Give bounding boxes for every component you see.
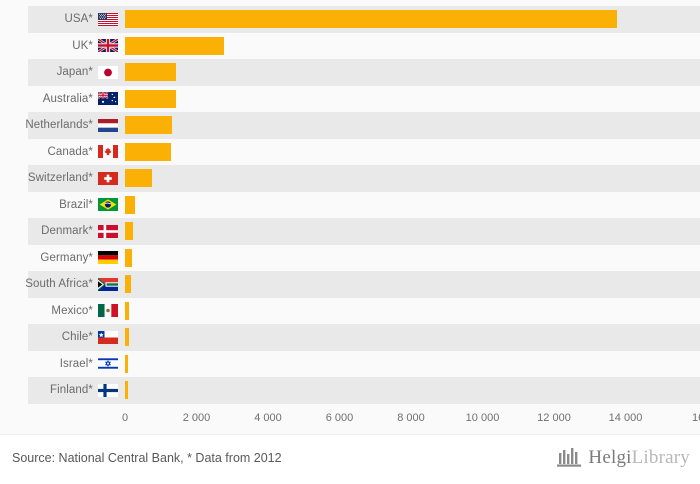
axis-tick-label: 4 000 [254,412,282,424]
category-label: Switzerland* [27,172,93,185]
table-row[interactable]: South Africa* [0,271,700,298]
footer: Source: National Central Bank, * Data fr… [0,434,700,484]
bar[interactable] [125,248,133,267]
row-background [28,191,700,218]
brand-logo[interactable]: HelgiLibrary [557,447,690,469]
axis-tick-label: 8 000 [397,412,425,424]
row-background [28,244,700,271]
flag-uk-icon [98,39,118,52]
flag-brazil-icon [98,198,118,211]
category-label: Israel* [59,357,93,370]
table-row[interactable]: Canada* [0,138,700,165]
brand-secondary: Library [631,447,690,468]
bar[interactable] [125,169,153,187]
category-label: Brazil* [59,198,93,211]
category-label: Netherlands* [25,119,93,132]
table-row[interactable]: Brazil* [0,191,700,218]
row-background [28,324,700,351]
bar[interactable] [125,328,129,346]
row-background [28,271,700,298]
table-row[interactable]: Chile* [0,324,700,351]
category-label: Canada* [47,145,93,158]
flag-mexico-icon [98,304,118,317]
table-row[interactable]: USA* [0,6,700,33]
flag-usa-icon [98,12,118,26]
bar[interactable] [125,116,173,134]
table-row[interactable]: Switzerland* [0,165,700,192]
bar[interactable] [125,10,617,28]
table-row[interactable]: Mexico* [0,297,700,324]
source-note: Source: National Central Bank, * Data fr… [12,451,282,465]
category-label: Chile* [61,331,93,344]
table-row[interactable]: Australia* [0,85,700,112]
flag-chile-icon [98,330,118,344]
table-row[interactable]: Germany* [0,244,700,271]
flag-netherlands-icon [98,118,118,132]
row-background [28,297,700,324]
axis-tick-label: 10 000 [465,412,500,424]
brand-wordmark: HelgiLibrary [588,447,690,469]
flag-germany-icon [98,251,118,264]
chart-canvas: USA* UK* Japan* Australia* Netherlands* Canad… [0,6,700,434]
flag-canada-icon [98,145,118,158]
row-background [28,350,700,377]
table-row[interactable]: Finland* [0,377,700,404]
category-label: USA* [64,13,93,26]
bar[interactable] [125,195,136,214]
flag-south-africa-icon [98,277,118,291]
table-row[interactable]: Denmark* [0,218,700,245]
helgi-library-mark-icon [557,448,582,467]
bar[interactable] [125,222,134,240]
row-background [28,377,700,404]
category-label: Japan* [56,66,93,79]
bar[interactable] [125,63,177,81]
flag-israel-icon [98,357,118,370]
bar[interactable] [125,142,172,161]
bar[interactable] [125,381,129,399]
flag-switzerland-icon [98,171,118,185]
flag-finland-icon [98,383,118,397]
axis-tick-label: 0 [121,412,129,424]
flag-denmark-icon [98,224,118,238]
axis-tick-label: 12 000 [537,412,571,424]
axis-tick-label: 2 000 [182,412,211,424]
bar[interactable] [125,301,130,320]
row-background [28,218,700,245]
table-row[interactable]: Israel* [0,350,700,377]
flag-japan-icon [98,65,118,79]
bar[interactable] [125,275,132,293]
brand-primary: Helgi [588,447,632,468]
bar[interactable] [125,89,177,108]
axis-tick-label: 16 ... [692,412,700,424]
x-axis: 0 2 000 4 000 6 000 8 000 10 000 12 000 14 000 1… [0,404,700,434]
category-label: Australia* [42,92,93,105]
table-row[interactable]: UK* [0,32,700,59]
flag-australia-icon [98,92,118,105]
axis-tick-label: 14 000 [608,412,643,424]
category-label: UK* [72,39,93,52]
bar-rows: USA* UK* Japan* Australia* Netherlands* Canad… [0,6,700,404]
category-label: South Africa* [25,278,93,291]
axis-tick-label: 6 000 [325,412,354,424]
table-row[interactable]: Japan* [0,59,700,86]
category-label: Germany* [40,251,93,264]
bar[interactable] [125,36,225,55]
category-label: Finland* [50,384,93,397]
category-label: Denmark* [41,225,93,238]
table-row[interactable]: Netherlands* [0,112,700,139]
category-label: Mexico* [51,304,93,317]
bar[interactable] [125,354,129,373]
